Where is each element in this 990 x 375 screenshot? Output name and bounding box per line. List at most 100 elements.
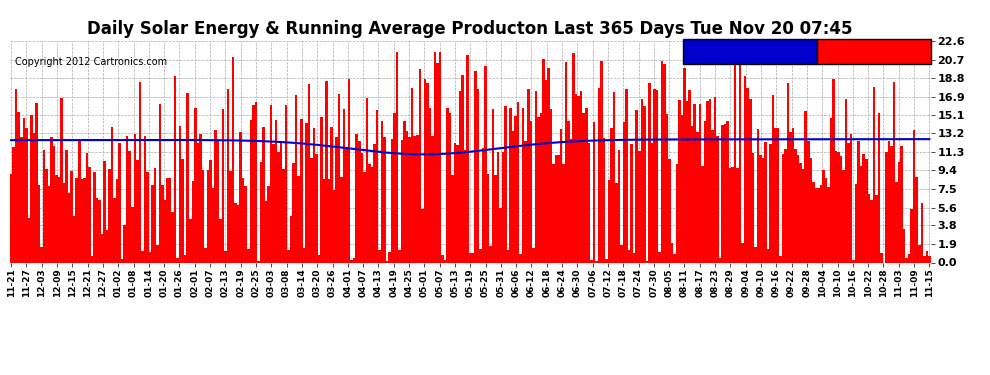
Bar	[262, 127, 264, 262]
Bar	[46, 169, 48, 262]
Bar	[918, 245, 921, 262]
Bar	[179, 126, 181, 262]
Bar	[577, 96, 580, 262]
Bar	[600, 61, 603, 262]
Bar	[714, 97, 716, 262]
Bar	[890, 146, 893, 262]
Bar	[158, 104, 161, 262]
Bar	[161, 185, 163, 262]
Bar	[147, 172, 148, 262]
Bar	[554, 154, 557, 262]
Bar	[416, 135, 419, 262]
Bar	[78, 140, 80, 262]
Bar	[50, 137, 52, 262]
Bar	[214, 130, 217, 262]
Bar	[207, 170, 209, 262]
Bar	[287, 250, 290, 262]
Bar	[15, 90, 18, 262]
Bar	[300, 119, 303, 262]
Bar	[911, 209, 913, 262]
Bar	[38, 185, 41, 262]
Bar	[567, 121, 570, 262]
Bar	[280, 143, 282, 262]
Bar	[41, 247, 43, 262]
Bar	[141, 251, 144, 262]
Bar	[815, 188, 817, 262]
Bar	[739, 52, 742, 262]
Bar	[743, 76, 746, 262]
Bar	[782, 154, 784, 262]
Bar	[613, 92, 616, 262]
Bar	[838, 152, 840, 262]
Bar	[595, 261, 598, 262]
Bar	[315, 154, 318, 262]
Bar	[530, 121, 532, 262]
Bar	[789, 132, 792, 262]
Bar	[336, 137, 338, 262]
Bar	[751, 153, 754, 262]
Bar	[800, 163, 802, 262]
Bar	[842, 171, 844, 262]
Bar	[849, 134, 852, 262]
Bar	[497, 152, 499, 262]
Bar	[857, 141, 860, 262]
Bar	[888, 141, 890, 262]
Bar	[426, 83, 429, 262]
Bar	[108, 170, 111, 262]
Bar	[249, 120, 252, 262]
Bar	[163, 200, 166, 262]
Bar	[605, 259, 608, 262]
Bar	[582, 112, 585, 262]
Bar	[833, 79, 835, 262]
Bar	[807, 141, 810, 262]
Bar	[70, 171, 73, 262]
Bar	[525, 141, 527, 262]
Bar	[113, 198, 116, 262]
Bar	[810, 158, 812, 262]
Bar	[779, 256, 782, 262]
Bar	[812, 182, 815, 262]
Bar	[862, 154, 865, 262]
Bar	[623, 122, 626, 262]
Bar	[648, 83, 650, 262]
Bar	[184, 255, 186, 262]
Bar	[328, 179, 331, 262]
Bar	[835, 151, 838, 262]
Bar	[699, 104, 701, 262]
Bar	[860, 166, 862, 262]
Bar	[461, 75, 464, 262]
Bar	[527, 89, 530, 262]
Bar	[621, 245, 623, 262]
Bar	[197, 143, 199, 262]
Bar	[476, 89, 479, 262]
Bar	[507, 250, 509, 262]
Bar	[285, 105, 287, 262]
Bar	[538, 117, 540, 262]
Bar	[35, 103, 38, 262]
Bar	[257, 261, 259, 262]
Bar	[822, 170, 825, 262]
Bar	[774, 128, 777, 262]
Bar	[55, 175, 57, 262]
Bar	[85, 153, 88, 262]
Bar	[535, 91, 538, 262]
Bar	[481, 148, 484, 262]
Bar	[355, 134, 358, 262]
Bar	[189, 219, 191, 262]
Bar	[784, 149, 787, 262]
Bar	[101, 234, 103, 262]
Bar	[124, 225, 126, 262]
Bar	[305, 123, 308, 262]
Bar	[847, 142, 849, 262]
Bar	[264, 201, 267, 262]
Bar	[242, 178, 245, 262]
Bar	[126, 136, 129, 262]
Bar	[20, 137, 23, 262]
Bar	[489, 246, 492, 262]
Bar	[28, 218, 30, 262]
Bar	[75, 178, 78, 262]
Bar	[411, 88, 414, 262]
Text: Daily  (kWh): Daily (kWh)	[838, 46, 910, 57]
Bar	[10, 174, 13, 262]
Bar	[204, 248, 207, 262]
